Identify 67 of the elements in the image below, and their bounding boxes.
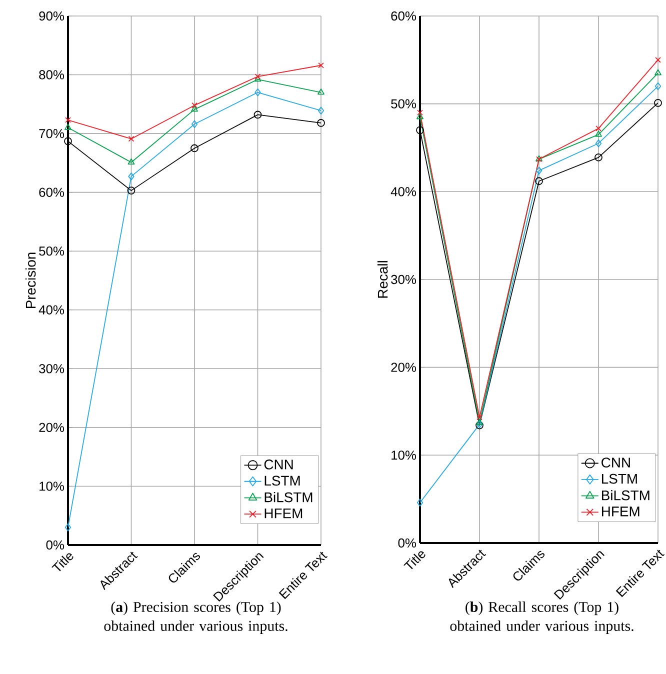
point	[254, 74, 261, 80]
point	[318, 62, 324, 68]
legend-label: BiLSTM	[602, 490, 650, 500]
point	[317, 119, 325, 127]
point	[417, 110, 423, 116]
point	[535, 177, 543, 186]
point	[594, 153, 602, 162]
y-tick-label: 10%	[40, 482, 64, 491]
legend-label: HFEM	[264, 508, 302, 518]
y-tick-label: 90%	[39, 11, 64, 21]
y-tick-label: 0%	[398, 538, 416, 548]
point	[192, 102, 198, 108]
point	[64, 137, 72, 146]
legend-label: CNN	[602, 458, 630, 468]
y-axis-title: Precision	[25, 252, 36, 308]
y-tick-label: 0%	[46, 540, 64, 550]
y-tick-label: 40%	[38, 305, 64, 314]
y-tick-label: 80%	[39, 70, 64, 80]
point	[655, 56, 661, 63]
point	[596, 126, 602, 132]
point	[654, 82, 662, 90]
y-tick-label: 50%	[39, 246, 64, 256]
point	[416, 498, 424, 507]
point	[318, 88, 324, 95]
point	[128, 136, 134, 142]
y-tick-label: 10%	[392, 450, 416, 460]
point	[318, 106, 324, 115]
legend-label: CNN	[264, 460, 293, 470]
text: (a) Precision scores (Top 1) obtained under various inputs.	[104, 602, 288, 634]
point	[128, 158, 135, 165]
legend-label: LSTM	[264, 476, 300, 486]
point	[191, 106, 198, 112]
y-tick-label: 40%	[390, 187, 416, 196]
point	[654, 69, 662, 76]
y-tick-label: 60%	[39, 188, 64, 197]
point	[416, 126, 424, 134]
legend-label: BiLSTM	[264, 492, 312, 502]
point	[595, 130, 602, 137]
y-tick-label: 20%	[391, 362, 416, 372]
x-tick-label: Title	[404, 551, 426, 570]
y-tick-label: 50%	[391, 99, 416, 108]
legend-label: HFEM	[602, 506, 640, 516]
point	[65, 117, 71, 123]
point	[64, 523, 72, 532]
point	[128, 172, 134, 180]
y-tick-label: 60%	[391, 11, 416, 21]
point	[254, 110, 262, 119]
text: (b) Recall scores (Top 1) obtained under various inputs.	[450, 602, 634, 634]
legend-label: LSTM	[602, 474, 637, 484]
point	[127, 186, 136, 194]
point	[654, 99, 662, 107]
point	[254, 88, 261, 96]
point	[595, 139, 602, 148]
point	[64, 124, 72, 130]
point	[536, 166, 542, 175]
point	[416, 113, 424, 120]
y-tick-label: 30%	[391, 274, 416, 284]
y-tick-label: 30%	[39, 364, 64, 374]
point	[476, 414, 482, 420]
x-tick-label: Title	[52, 553, 74, 572]
point	[254, 76, 262, 82]
y-tick-label: 20%	[39, 422, 64, 432]
point	[191, 120, 198, 128]
point	[476, 418, 483, 425]
y-axis-title: Recall	[377, 261, 388, 298]
point	[190, 144, 198, 152]
y-tick-label: 70%	[39, 128, 64, 138]
